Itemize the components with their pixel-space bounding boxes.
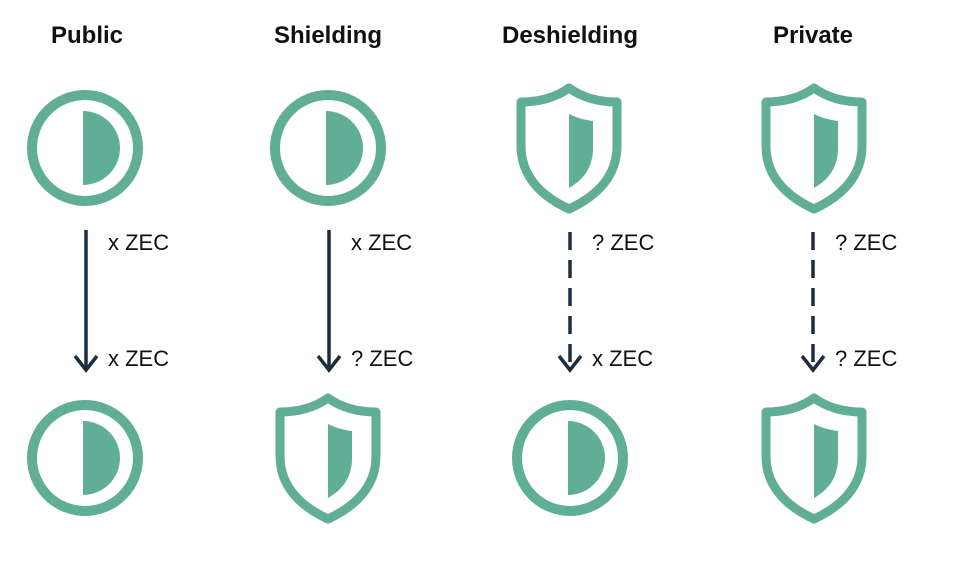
shield-icon — [761, 393, 867, 524]
circle-half-icon — [27, 400, 143, 516]
shield-icon — [275, 393, 381, 524]
column-title-private: Private — [772, 22, 854, 49]
column-title-public: Public — [50, 22, 123, 49]
amount-in-label: x ZEC — [108, 230, 170, 255]
amount-out-label: ? ZEC — [351, 346, 414, 371]
circle-half-icon — [270, 90, 386, 206]
amount-in-label: x ZEC — [351, 230, 413, 255]
amount-in-label: ? ZEC — [592, 230, 655, 255]
transfer-arrow-solid — [316, 230, 342, 373]
amount-out-label: ? ZEC — [835, 346, 898, 371]
amount-out-label: x ZEC — [108, 346, 170, 371]
circle-half-icon — [27, 90, 143, 206]
amount-in-label: ? ZEC — [835, 230, 898, 255]
transfer-arrow-dashed — [557, 232, 583, 373]
column-title-shielding: Shielding — [274, 22, 382, 49]
transfer-arrow-dashed — [800, 232, 826, 373]
shield-icon — [761, 83, 867, 214]
amount-out-label: x ZEC — [592, 346, 654, 371]
circle-half-icon — [512, 400, 628, 516]
shield-icon — [516, 83, 622, 214]
column-title-deshielding: Deshielding — [501, 22, 639, 49]
transfer-arrow-solid — [73, 230, 99, 373]
